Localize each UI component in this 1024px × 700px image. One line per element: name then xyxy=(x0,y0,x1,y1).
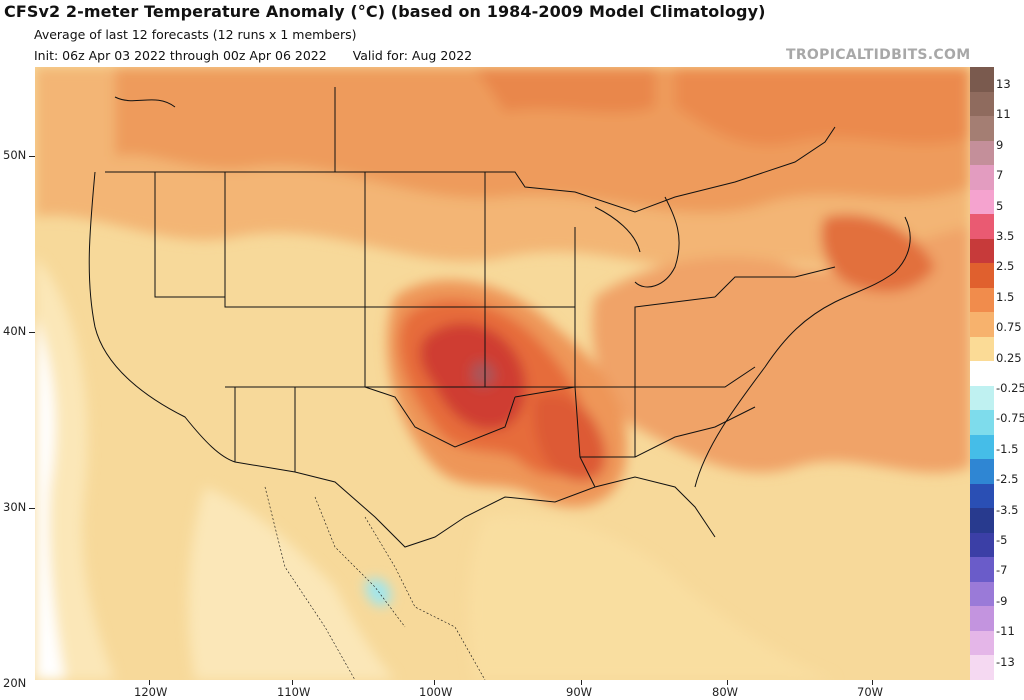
color-scale-label: -5 xyxy=(996,533,1008,547)
brand-watermark: TROPICALTIDBITS.COM xyxy=(786,47,971,63)
color-scale-label: -0.25 xyxy=(996,381,1024,395)
color-scale-label: -1.5 xyxy=(996,441,1019,456)
color-swatch xyxy=(970,385,994,411)
lat-label-30n: 30N xyxy=(3,500,27,514)
color-swatch xyxy=(970,410,994,436)
color-scale-label: 0.75 xyxy=(996,320,1022,335)
color-scale-label: -2.5 xyxy=(996,472,1019,487)
color-swatch xyxy=(970,361,994,387)
lat-label-20n: 20N xyxy=(3,676,27,690)
lon-label-110w: 110W xyxy=(277,685,311,699)
lon-tick xyxy=(292,680,293,685)
color-swatch xyxy=(970,165,994,191)
color-scale-bar xyxy=(970,67,994,681)
lon-label-70w: 70W xyxy=(857,685,884,699)
color-swatch xyxy=(970,459,994,485)
color-swatch xyxy=(970,214,994,240)
color-scale-label: -13 xyxy=(996,654,1015,669)
color-swatch xyxy=(970,434,994,460)
mexico-state-lines xyxy=(264,486,486,680)
color-swatch xyxy=(970,483,994,509)
lon-label-90w: 90W xyxy=(566,685,593,699)
lat-tick xyxy=(29,156,35,157)
color-swatch xyxy=(970,606,994,632)
lon-label-80w: 80W xyxy=(712,685,739,699)
color-swatch xyxy=(970,238,994,264)
lon-tick xyxy=(581,680,582,685)
color-swatch xyxy=(970,655,994,681)
color-scale-label: -3.5 xyxy=(996,502,1019,517)
valid-text: Valid for: Aug 2022 xyxy=(352,48,473,63)
lat-label-40n: 40N xyxy=(3,324,27,338)
color-swatch xyxy=(970,508,994,534)
color-scale-label: -0.75 xyxy=(996,411,1024,426)
color-swatch xyxy=(970,532,994,558)
color-scale-label: 11 xyxy=(996,107,1011,122)
color-swatch xyxy=(970,336,994,362)
forecast-average-note: Average of last 12 forecasts (12 runs x … xyxy=(34,27,357,42)
lon-tick xyxy=(727,680,728,685)
color-scale-label: 2.5 xyxy=(996,259,1015,274)
anomaly-field xyxy=(35,67,970,680)
map-title: CFSv2 2-meter Temperature Anomaly (°C) (… xyxy=(4,2,766,21)
color-scale-label: -7 xyxy=(996,563,1008,578)
lat-tick xyxy=(29,508,35,509)
lat-label-50n: 50N xyxy=(3,148,27,162)
lon-tick xyxy=(434,680,435,685)
color-swatch xyxy=(970,581,994,607)
boundary-lines xyxy=(88,87,911,548)
color-scale-label: 13 xyxy=(996,77,1011,91)
lat-tick xyxy=(29,332,35,333)
color-swatch xyxy=(970,140,994,166)
color-swatch xyxy=(970,287,994,313)
color-swatch xyxy=(970,116,994,142)
color-scale-label: 3.5 xyxy=(996,229,1015,243)
lon-label-120w: 120W xyxy=(134,685,168,699)
color-scale-label: -9 xyxy=(996,593,1008,608)
anomaly-map xyxy=(35,67,970,680)
anomaly-shading xyxy=(35,67,970,680)
color-swatch xyxy=(970,189,994,215)
color-scale-label: 9 xyxy=(996,137,1004,152)
color-swatch xyxy=(970,263,994,289)
init-valid-line: Init: 06z Apr 03 2022 through 00z Apr 06… xyxy=(34,48,472,63)
lon-label-100w: 100W xyxy=(419,685,453,699)
color-swatch xyxy=(970,312,994,338)
color-swatch xyxy=(970,67,994,92)
color-swatch xyxy=(970,91,994,117)
color-swatch xyxy=(970,630,994,656)
lon-tick xyxy=(872,680,873,685)
init-text: Init: 06z Apr 03 2022 through 00z Apr 06… xyxy=(34,48,327,63)
color-scale-label: 7 xyxy=(996,168,1004,183)
color-scale-label: 0.25 xyxy=(996,350,1022,365)
lon-tick xyxy=(149,680,150,685)
color-scale-label: 1.5 xyxy=(996,289,1015,304)
color-swatch xyxy=(970,557,994,583)
color-scale-label: 5 xyxy=(996,198,1004,213)
color-scale-label: -11 xyxy=(996,624,1015,639)
